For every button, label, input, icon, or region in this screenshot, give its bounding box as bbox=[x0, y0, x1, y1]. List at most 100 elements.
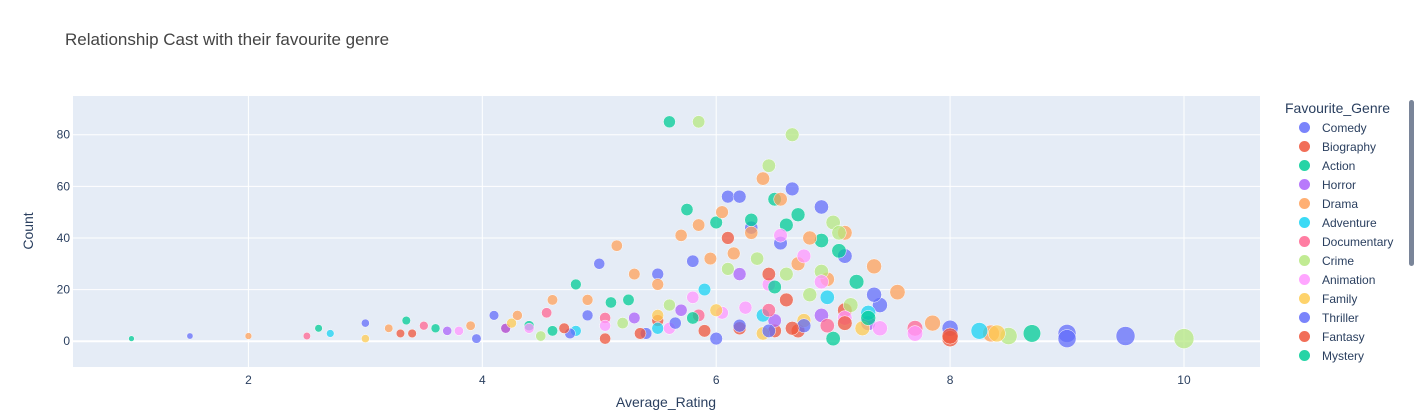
data-point-mystery[interactable] bbox=[1022, 324, 1041, 343]
data-point-animation[interactable] bbox=[773, 228, 788, 243]
data-point-mystery[interactable] bbox=[546, 325, 558, 337]
data-point-comedy[interactable] bbox=[814, 199, 829, 215]
data-point-adventure[interactable] bbox=[697, 283, 712, 297]
data-point-mystery[interactable] bbox=[831, 243, 847, 259]
data-point-drama[interactable] bbox=[244, 332, 253, 340]
data-point-action[interactable] bbox=[680, 203, 694, 216]
data-point-family[interactable] bbox=[988, 324, 1006, 343]
data-point-drama[interactable] bbox=[628, 268, 641, 281]
data-point-drama[interactable] bbox=[546, 294, 558, 306]
legend-item-family[interactable]: Family bbox=[1285, 289, 1409, 308]
data-point-horror[interactable] bbox=[442, 326, 453, 336]
data-point-drama[interactable] bbox=[756, 171, 770, 186]
legend-item-horror[interactable]: Horror bbox=[1285, 175, 1409, 194]
data-point-action[interactable] bbox=[744, 213, 759, 227]
data-point-thriller[interactable] bbox=[1115, 326, 1136, 346]
data-point-animation[interactable] bbox=[872, 320, 888, 337]
legend-item-fantasy[interactable]: Fantasy bbox=[1285, 327, 1409, 346]
data-point-drama[interactable] bbox=[581, 294, 594, 306]
data-point-animation[interactable] bbox=[523, 322, 535, 334]
data-point-fantasy[interactable] bbox=[558, 322, 570, 334]
data-point-crime[interactable] bbox=[692, 115, 706, 129]
data-point-comedy[interactable] bbox=[785, 181, 800, 197]
data-point-mystery[interactable] bbox=[860, 310, 876, 326]
data-point-action[interactable] bbox=[128, 335, 135, 342]
data-point-crime[interactable] bbox=[831, 225, 847, 241]
data-point-biography[interactable] bbox=[779, 292, 794, 308]
data-point-drama[interactable] bbox=[465, 320, 476, 331]
data-point-mystery[interactable] bbox=[686, 311, 700, 325]
data-point-action[interactable] bbox=[790, 207, 806, 222]
data-point-animation[interactable] bbox=[454, 325, 464, 336]
data-point-drama[interactable] bbox=[651, 278, 664, 291]
data-point-action[interactable] bbox=[709, 215, 723, 230]
data-point-animation[interactable] bbox=[686, 290, 700, 304]
data-point-animation[interactable] bbox=[796, 248, 812, 264]
data-point-drama[interactable] bbox=[727, 246, 741, 261]
data-point-thriller[interactable] bbox=[1057, 329, 1077, 348]
data-point-documentary[interactable] bbox=[419, 321, 429, 331]
data-point-mystery[interactable] bbox=[622, 293, 635, 306]
data-point-drama[interactable] bbox=[715, 205, 729, 219]
legend-item-animation[interactable]: Animation bbox=[1285, 270, 1409, 289]
data-point-animation[interactable] bbox=[906, 325, 924, 342]
legend-item-mystery[interactable]: Mystery bbox=[1285, 346, 1409, 365]
data-point-comedy[interactable] bbox=[686, 254, 700, 268]
data-point-horror[interactable] bbox=[732, 267, 747, 281]
data-point-horror[interactable] bbox=[674, 303, 688, 317]
data-point-drama[interactable] bbox=[674, 229, 688, 242]
data-point-crime[interactable] bbox=[785, 127, 800, 142]
data-point-action[interactable] bbox=[314, 324, 323, 333]
data-point-thriller[interactable] bbox=[866, 286, 882, 303]
data-point-action[interactable] bbox=[848, 274, 865, 290]
data-point-fantasy[interactable] bbox=[761, 267, 776, 282]
data-point-adventure[interactable] bbox=[326, 329, 335, 338]
legend-item-crime[interactable]: Crime bbox=[1285, 251, 1409, 270]
data-point-mystery[interactable] bbox=[767, 279, 782, 295]
data-point-crime[interactable] bbox=[779, 266, 794, 282]
legend-item-biography[interactable]: Biography bbox=[1285, 137, 1409, 156]
data-point-horror[interactable] bbox=[628, 311, 641, 325]
data-point-biography[interactable] bbox=[697, 324, 712, 338]
data-point-thriller[interactable] bbox=[668, 316, 682, 330]
data-point-family[interactable] bbox=[361, 334, 370, 343]
data-point-animation[interactable] bbox=[738, 300, 753, 315]
data-point-crime[interactable] bbox=[721, 262, 735, 276]
data-point-documentary[interactable] bbox=[819, 318, 835, 334]
data-point-drama[interactable] bbox=[773, 192, 788, 207]
legend-item-adventure[interactable]: Adventure bbox=[1285, 213, 1409, 232]
data-point-thriller[interactable] bbox=[796, 318, 812, 333]
data-point-crime[interactable] bbox=[535, 330, 547, 342]
data-point-drama[interactable] bbox=[703, 252, 717, 266]
data-point-action[interactable] bbox=[570, 278, 582, 291]
data-point-family[interactable] bbox=[709, 303, 723, 317]
legend-scrollbar[interactable] bbox=[1409, 100, 1414, 266]
data-point-fantasy[interactable] bbox=[407, 328, 417, 339]
data-point-thriller[interactable] bbox=[761, 323, 776, 338]
data-point-crime[interactable] bbox=[663, 298, 676, 312]
data-point-drama[interactable] bbox=[924, 314, 941, 332]
data-point-mystery[interactable] bbox=[401, 315, 411, 326]
data-point-animation[interactable] bbox=[814, 274, 829, 290]
data-point-drama[interactable] bbox=[692, 218, 706, 232]
data-point-crime[interactable] bbox=[750, 251, 765, 266]
data-point-biography[interactable] bbox=[395, 328, 405, 338]
data-point-comedy[interactable] bbox=[581, 309, 594, 322]
legend-item-action[interactable]: Action bbox=[1285, 156, 1409, 175]
data-point-fantasy[interactable] bbox=[721, 231, 735, 245]
data-point-comedy[interactable] bbox=[361, 318, 370, 328]
data-point-comedy[interactable] bbox=[186, 332, 194, 340]
data-point-family[interactable] bbox=[506, 317, 517, 329]
data-point-drama[interactable] bbox=[512, 310, 523, 321]
data-point-animation[interactable] bbox=[599, 319, 611, 332]
legend-item-drama[interactable]: Drama bbox=[1285, 194, 1409, 213]
data-point-crime[interactable] bbox=[802, 287, 818, 303]
data-point-fantasy[interactable] bbox=[941, 327, 959, 345]
data-point-fantasy[interactable] bbox=[634, 327, 647, 340]
data-point-comedy[interactable] bbox=[593, 257, 606, 270]
data-point-family[interactable] bbox=[651, 309, 664, 322]
data-point-fantasy[interactable] bbox=[785, 321, 800, 336]
data-point-drama[interactable] bbox=[610, 239, 623, 252]
data-point-thriller[interactable] bbox=[471, 333, 482, 344]
data-point-documentary[interactable] bbox=[541, 307, 553, 319]
